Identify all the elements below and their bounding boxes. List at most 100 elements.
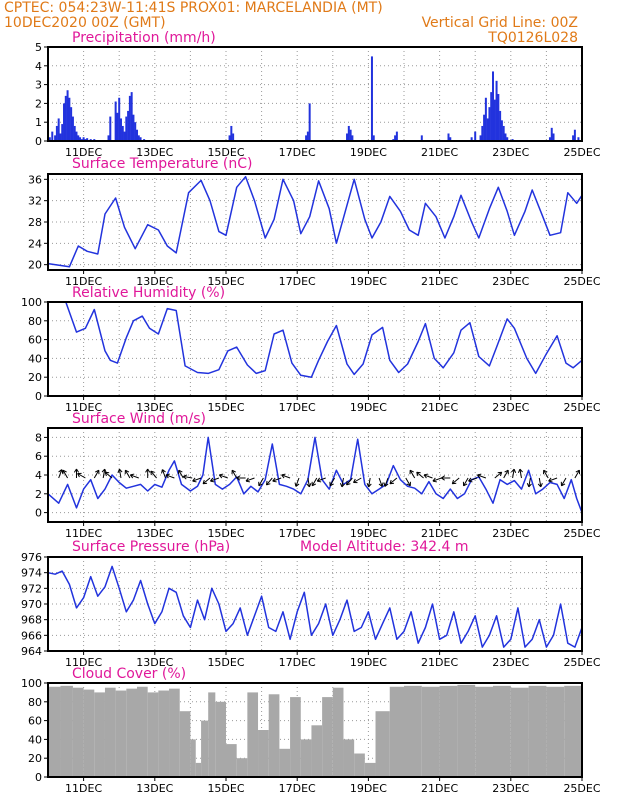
cloud-bar — [439, 685, 458, 777]
temp-ytick-label: 32 — [28, 195, 42, 208]
wind-arrow-shaft — [432, 477, 442, 482]
wind-arrow-head — [366, 482, 370, 488]
wind-arrow-shaft — [307, 477, 310, 487]
wind-arrow-shaft — [405, 477, 411, 487]
cloud-bar — [279, 748, 291, 777]
precip-bar — [64, 95, 67, 141]
cloud-bar — [94, 692, 105, 777]
wind-arrow — [62, 469, 69, 479]
cloud-bar — [104, 687, 116, 777]
precip-bar — [73, 125, 76, 141]
precip-bar — [68, 97, 71, 141]
precip-bar — [86, 138, 89, 141]
wind-arrow-head — [409, 469, 414, 473]
cloud-bar — [493, 685, 511, 777]
cloud-bar — [311, 725, 323, 777]
cloud-bar — [421, 686, 440, 777]
pres-xtick-label: 13DEC — [136, 656, 173, 669]
wind-arrow — [117, 468, 123, 479]
wind-arrow — [441, 475, 451, 481]
wind-arrow — [511, 468, 517, 479]
wind-arrow — [329, 477, 336, 487]
wind-arrow-shaft — [368, 477, 371, 487]
wind-arrow — [383, 477, 389, 487]
precip-bar — [481, 125, 484, 141]
wind-xtick-label: 11DEC — [65, 527, 102, 540]
cloud-bar — [375, 711, 390, 777]
precip-bar — [79, 137, 82, 141]
precip-bar — [502, 125, 505, 141]
wind-arrow-head — [192, 477, 196, 482]
wind-arrow-shaft — [77, 473, 86, 479]
precip-bar — [479, 135, 482, 141]
wind-xtick-label: 13DEC — [136, 527, 173, 540]
wind-arrow — [218, 473, 228, 479]
wind-arrow — [161, 469, 166, 479]
cloud-bar — [247, 692, 259, 777]
wind-arrow — [104, 471, 113, 479]
wind-arrow-shaft — [346, 477, 353, 486]
cloud-xtick-label: 25DEC — [563, 782, 600, 795]
wind-arrow-head — [341, 483, 345, 488]
precip-bar — [548, 137, 551, 141]
precip-bar — [449, 137, 452, 141]
precip-bar — [137, 135, 140, 141]
cloud-bar — [290, 697, 301, 777]
precip-ytick-label: 4 — [35, 60, 42, 73]
wind-arrow-head — [95, 469, 100, 473]
wind-arrow-head — [182, 476, 187, 480]
wind-arrow-head — [272, 480, 277, 483]
wind-arrow-head — [517, 468, 521, 474]
pres-ytick-label: 972 — [21, 582, 42, 595]
rh-ytick-label: 60 — [28, 334, 42, 347]
rh-title: Relative Humidity (%) — [72, 285, 225, 301]
wind-arrow-head — [147, 468, 151, 473]
precip-bar — [500, 120, 503, 141]
wind-arrow-shaft — [124, 469, 131, 479]
wind-arrow-shaft — [311, 477, 318, 487]
wind-arrow — [231, 469, 238, 479]
precip-title: Precipitation (mm/h) — [72, 30, 216, 46]
wind-arrow-head — [105, 471, 110, 474]
wind-arrow-head — [441, 475, 445, 479]
wind-arrow-shaft — [104, 471, 113, 479]
wind-arrow-head — [236, 477, 241, 481]
cloud-bar — [83, 689, 95, 777]
wind-arrow-head — [317, 480, 322, 483]
wind-arrow-head — [432, 480, 437, 483]
wind-arrow-head — [451, 479, 454, 484]
precip-bar — [577, 137, 580, 141]
cloud-ytick-label: 80 — [28, 696, 42, 709]
wind-arrow-head — [416, 471, 421, 474]
wind-arrow-shaft — [409, 469, 416, 479]
wind-arrow-head — [150, 471, 152, 476]
pres-xtick-label: 23DEC — [492, 656, 529, 669]
rh-xtick-label: 11DEC — [65, 401, 102, 414]
pres-line — [47, 565, 583, 648]
wind-arrow-head — [231, 469, 236, 473]
wind-arrow-head — [463, 483, 468, 487]
wind-ytick-label: 0 — [35, 507, 42, 520]
precip-bar — [347, 125, 350, 141]
precip-xtick-label: 25DEC — [563, 146, 600, 159]
wind-title: Surface Wind (m/s) — [72, 411, 206, 427]
cloud-xtick-label: 15DEC — [207, 782, 244, 795]
precip-ytick-label: 0 — [35, 135, 42, 148]
wind-arrow-head — [295, 483, 300, 487]
precip-bar — [492, 71, 494, 141]
wind-arrow-head — [384, 483, 389, 487]
wind-arrow-shaft — [58, 469, 63, 479]
cloud-bar — [546, 686, 565, 777]
rh-xtick-label: 17DEC — [279, 401, 316, 414]
wind-arrow-head — [540, 482, 543, 488]
cloud-bar — [258, 730, 269, 777]
wind-arrow — [378, 477, 384, 487]
precip-bar — [504, 133, 507, 141]
precip-bar — [474, 131, 477, 141]
rh-xtick-label: 21DEC — [421, 401, 458, 414]
wind-panel: 0 2 4 6 8 11DEC 13DEC 15DEC 17DEC 19DEC 21DEC 23DEC… — [35, 427, 601, 540]
wind-arrow-head — [432, 477, 436, 482]
wind-xtick-label: 15DEC — [207, 527, 244, 540]
precip-xtick-label: 13DEC — [136, 146, 173, 159]
wind-arrow-head — [245, 477, 249, 482]
